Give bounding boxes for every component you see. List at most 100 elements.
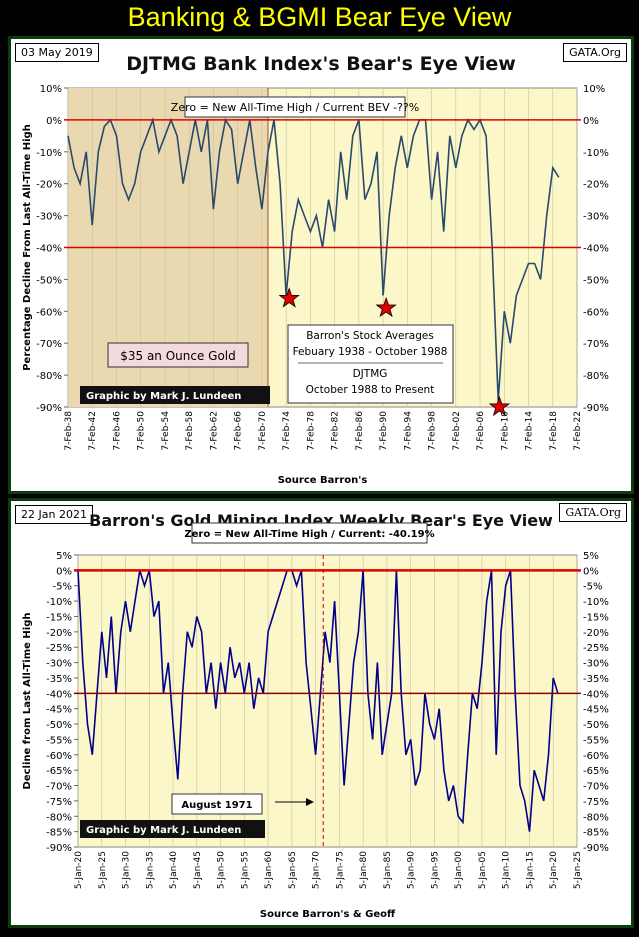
x-tick-label: 7-Feb-78 [306, 411, 316, 451]
date-tag: 22 Jan 2021 [15, 505, 93, 524]
x-tick-label: 5-Jan-05 [478, 851, 488, 889]
y-tick-label-left: -30% [36, 212, 62, 223]
y-tick-label-right: -25% [583, 643, 609, 654]
y-tick-label-right: -40% [583, 689, 609, 700]
date-tag: 03 May 2019 [15, 43, 99, 62]
chart-title: DJTMG Bank Index's Bear's Eye View [126, 53, 516, 75]
x-tick-label: 5-Jan-50 [217, 851, 227, 889]
x-tick-label: 5-Jan-65 [288, 851, 298, 889]
y-tick-label-right: -85% [583, 828, 609, 839]
y-tick-label-right: -80% [583, 371, 609, 382]
y-tick-label-right: 10% [583, 84, 605, 95]
y-tick-label-right: -90% [583, 403, 609, 414]
y-tick-label-right: -70% [583, 782, 609, 793]
y-tick-label-left: -40% [46, 689, 72, 700]
x-tick-label: 5-Jan-35 [145, 851, 155, 889]
y-tick-label-left: -70% [46, 782, 72, 793]
y-tick-label-left: 0% [56, 566, 72, 577]
y-tick-label-left: -80% [46, 812, 72, 823]
series-line [67, 116, 560, 401]
y-axis-label: Percentage Decline From Last All-Time Hi… [22, 124, 33, 371]
credit-text: Graphic by Mark J. Lundeen [86, 391, 241, 402]
x-tick-label: 7-Feb-02 [452, 411, 462, 451]
x-tick-label: 5-Jan-15 [525, 851, 535, 889]
y-tick-label-right: -60% [583, 751, 609, 762]
credit-box [80, 386, 270, 404]
chart-1: 5-Jan-20 5-Jan-25 5-Jan-30 5-Jan-35 5-Jan-40… [22, 522, 609, 920]
y-tick-label-left: -15% [46, 612, 72, 623]
star-marker [488, 395, 511, 417]
y-tick-label-right: -40% [583, 244, 609, 255]
x-tick-label: 7-Feb-66 [234, 411, 244, 451]
y-tick-label-left: 0% [46, 116, 62, 127]
x-tick-label: 5-Jan-55 [240, 851, 250, 889]
source-tag: GATA.Org [559, 503, 627, 522]
y-tick-label-left: -20% [36, 180, 62, 191]
annotation-box [191, 522, 428, 544]
x-tick-label: 7-Feb-38 [64, 411, 74, 451]
y-tick-label-right: 0% [583, 566, 599, 577]
series-line [77, 569, 559, 832]
legend-line: DJTMG [353, 368, 388, 380]
x-tick-label: 5-Jan-90 [407, 851, 417, 889]
y-tick-label-left: -65% [46, 766, 72, 777]
y-tick-label-left: -10% [36, 148, 62, 159]
y-tick-label-left: -55% [46, 735, 72, 746]
y-tick-label-right: -65% [583, 766, 609, 777]
x-tick-label: 5-Jan-20 [74, 851, 84, 889]
y-tick-label-left: -50% [36, 275, 62, 286]
x-tick-label: 7-Feb-42 [88, 411, 98, 451]
y-tick-label-left: -5% [53, 582, 72, 593]
y-tick-label-right: -55% [583, 735, 609, 746]
y-tick-label-left: -45% [46, 705, 72, 716]
x-tick-label: 7-Feb-54 [161, 411, 171, 451]
source-tag: GATA.Org [563, 43, 627, 62]
x-tick-label: 5-Jan-95 [430, 851, 440, 889]
y-tick-label-left: -60% [46, 751, 72, 762]
x-tick-label: 5-Jan-60 [264, 851, 274, 889]
y-tick-label-left: -25% [46, 643, 72, 654]
annotation-top: Zero = New All-Time High / Current: -40.… [184, 529, 434, 540]
y-tick-label-right: -90% [583, 843, 609, 854]
x-tick-label: 5-Jan-75 [335, 851, 345, 889]
y-tick-label-left: -35% [46, 674, 72, 685]
y-tick-label-right: -15% [583, 612, 609, 623]
y-tick-label-right: -50% [583, 275, 609, 286]
chart-0: 7-Feb-38 7-Feb-42 7-Feb-46 7-Feb-50 7-Feb-54… [22, 84, 609, 486]
y-tick-label-left: -20% [46, 628, 72, 639]
y-tick-label-left: -70% [36, 339, 62, 350]
x-tick-label: 7-Feb-94 [403, 411, 413, 451]
x-tick-label: 7-Feb-14 [525, 411, 535, 451]
x-tick-label: 5-Jan-30 [122, 851, 132, 889]
x-tick-label: 5-Jan-00 [454, 851, 464, 889]
y-tick-label-left: -10% [46, 597, 72, 608]
y-tick-label-left: -50% [46, 720, 72, 731]
y-tick-label-right: -80% [583, 812, 609, 823]
y-tick-label-right: -5% [583, 582, 602, 593]
august-1971-label: August 1971 [181, 800, 252, 811]
star-marker [278, 287, 300, 308]
y-tick-label-right: -30% [583, 212, 609, 223]
x-tick-label: 7-Feb-86 [355, 411, 365, 451]
y-tick-label-right: -60% [583, 307, 609, 318]
y-tick-label-left: 5% [56, 551, 72, 562]
y-tick-label-right: -50% [583, 720, 609, 731]
y-tick-label-right: 0% [583, 116, 599, 127]
x-tick-label: 7-Feb-70 [258, 411, 268, 451]
x-tick-label: 7-Feb-90 [379, 411, 389, 451]
x-tick-label: 5-Jan-70 [312, 851, 322, 889]
x-tick-label: 7-Feb-46 [112, 411, 122, 451]
gold-price-label: $35 an Ounce Gold [120, 349, 236, 363]
x-tick-label: 5-Jan-20 [549, 851, 559, 889]
x-axis-label: Source Barron's & Geoff [260, 909, 396, 920]
y-tick-label-left: -60% [36, 307, 62, 318]
x-axis-label: Source Barron's [278, 475, 368, 486]
x-tick-label: 5-Jan-10 [502, 851, 512, 889]
x-tick-label: 7-Feb-22 [573, 411, 583, 451]
x-tick-label: 7-Feb-82 [331, 411, 341, 451]
x-tick-label: 5-Jan-45 [193, 851, 203, 889]
x-tick-label: 5-Jan-80 [359, 851, 369, 889]
plot-area [77, 554, 578, 848]
star-marker [375, 296, 397, 318]
